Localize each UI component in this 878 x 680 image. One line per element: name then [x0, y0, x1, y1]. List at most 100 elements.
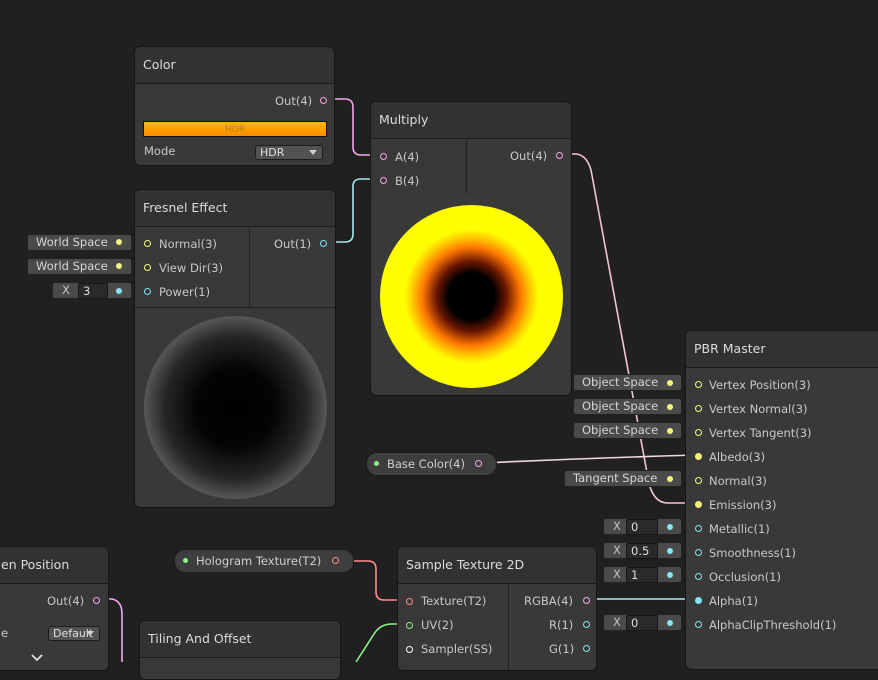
- metallic-field-connector: [667, 524, 673, 530]
- emission-port[interactable]: [695, 501, 702, 508]
- vertex-position-space-field[interactable]: Object Space: [573, 374, 682, 391]
- fresnel-view-dir-port[interactable]: [144, 264, 151, 271]
- vertex-normal-space-field[interactable]: Object Space: [573, 398, 682, 415]
- screen-position-mode-dropdown[interactable]: Default: [48, 626, 100, 641]
- albedo-port[interactable]: [695, 453, 702, 460]
- metallic-input[interactable]: 0: [626, 519, 658, 535]
- occlusion-port[interactable]: [695, 573, 702, 580]
- sample-texture-2d-node[interactable]: Sample Texture 2D Texture(T2) UV(2) Samp…: [397, 546, 597, 671]
- hologram-texture-label: Hologram Texture(T2): [196, 554, 322, 568]
- normal-port[interactable]: [695, 477, 702, 484]
- smoothness-input[interactable]: 0.5: [626, 543, 658, 559]
- sample-texture-header[interactable]: Sample Texture 2D: [398, 547, 596, 584]
- normal-space-field[interactable]: Tangent Space: [564, 470, 682, 487]
- tiling-and-offset-node[interactable]: Tiling And Offset: [139, 620, 341, 680]
- alpha-clip-threshold-field[interactable]: X 0: [603, 614, 682, 631]
- color-out-port[interactable]: [320, 97, 327, 104]
- wire-color-to-multiply-a[interactable]: [327, 98, 383, 156]
- rgba-out-label: RGBA(4): [524, 594, 573, 608]
- uv-input-port[interactable]: [406, 622, 413, 629]
- uv-input-label: UV(2): [421, 618, 454, 632]
- metallic-x-label: X: [613, 519, 621, 533]
- r-out-port[interactable]: [583, 621, 590, 628]
- hologram-texture-out-port[interactable]: [332, 557, 339, 564]
- fresnel-view-dir-space-field[interactable]: World Space: [27, 258, 132, 275]
- pbr-master-header[interactable]: PBR Master: [686, 331, 878, 368]
- albedo-label: Albedo(3): [709, 450, 766, 464]
- texture-input-label: Texture(T2): [421, 594, 487, 608]
- multiply-node[interactable]: Multiply A(4) B(4) Out(4): [370, 101, 572, 396]
- wire-multiply-to-emission[interactable]: [563, 153, 697, 504]
- base-color-property-node[interactable]: Base Color(4): [366, 452, 497, 476]
- fresnel-divider: [135, 307, 335, 308]
- g-out-port[interactable]: [583, 645, 590, 652]
- smoothness-port[interactable]: [695, 549, 702, 556]
- screen-position-node[interactable]: en Position Out(4) e Default: [0, 546, 109, 671]
- multiply-preview: [380, 205, 563, 388]
- expand-chevron-icon[interactable]: [31, 654, 43, 662]
- sample-texture-input-panel: [398, 584, 509, 670]
- mode-dropdown[interactable]: HDR: [255, 145, 323, 160]
- vertex-normal-port[interactable]: [695, 405, 702, 412]
- smoothness-x-label: X: [613, 543, 621, 557]
- fresnel-node-title: Fresnel Effect: [143, 200, 228, 215]
- fresnel-effect-node[interactable]: Fresnel Effect Normal(3) View Dir(3) Pow…: [134, 189, 336, 508]
- fresnel-normal-port[interactable]: [144, 240, 151, 247]
- fresnel-normal-field-connector: [116, 239, 122, 245]
- fresnel-out-port[interactable]: [320, 240, 327, 247]
- hologram-texture-property-node[interactable]: Hologram Texture(T2): [174, 549, 354, 573]
- screen-position-header[interactable]: en Position: [0, 547, 108, 584]
- fresnel-power-input[interactable]: 3: [78, 283, 108, 299]
- color-node-header[interactable]: Color: [135, 47, 334, 84]
- pbr-master-title: PBR Master: [694, 341, 766, 356]
- rgba-out-port[interactable]: [583, 597, 590, 604]
- fresnel-out-label: Out(1): [274, 237, 312, 251]
- vertex-tangent-space-field[interactable]: Object Space: [573, 422, 682, 439]
- fresnel-power-label: Power(1): [159, 285, 211, 299]
- base-color-out-port[interactable]: [475, 460, 482, 467]
- texture-input-port[interactable]: [406, 598, 413, 605]
- multiply-node-title: Multiply: [379, 112, 429, 127]
- multiply-a-port[interactable]: [380, 153, 387, 160]
- fresnel-node-header[interactable]: Fresnel Effect: [135, 190, 335, 227]
- alpha-clip-threshold-input[interactable]: 0: [626, 615, 658, 631]
- screen-position-mode-value: Default: [53, 627, 94, 640]
- smoothness-label: Smoothness(1): [709, 546, 797, 560]
- pbr-master-node[interactable]: PBR Master Vertex Position(3) Vertex Nor…: [685, 330, 878, 670]
- screen-position-out-port[interactable]: [93, 597, 100, 604]
- fresnel-normal-space-field[interactable]: World Space: [27, 234, 132, 251]
- color-node[interactable]: Color Out(4) HDR Mode HDR: [134, 46, 335, 166]
- multiply-out-port[interactable]: [556, 152, 563, 159]
- occlusion-field[interactable]: X 1: [603, 566, 682, 583]
- multiply-node-header[interactable]: Multiply: [371, 102, 571, 139]
- vertex-tangent-field-connector: [667, 428, 673, 434]
- r-out-label: R(1): [549, 618, 574, 632]
- chevron-down-icon: [86, 631, 94, 636]
- fresnel-power-port[interactable]: [144, 288, 151, 295]
- vertex-normal-label: Vertex Normal(3): [709, 402, 808, 416]
- mode-value: HDR: [260, 146, 285, 159]
- vertex-position-port[interactable]: [695, 381, 702, 388]
- multiply-b-port[interactable]: [380, 177, 387, 184]
- alpha-clip-threshold-port[interactable]: [695, 621, 702, 628]
- smoothness-field[interactable]: X 0.5: [603, 542, 682, 559]
- metallic-port[interactable]: [695, 525, 702, 532]
- vertex-tangent-port[interactable]: [695, 429, 702, 436]
- alpha-port[interactable]: [695, 597, 702, 604]
- fresnel-view-dir-label: View Dir(3): [159, 261, 224, 275]
- sampler-input-port[interactable]: [406, 646, 413, 653]
- hdr-color-swatch[interactable]: HDR: [143, 121, 327, 137]
- wire-screen-position-out[interactable]: [96, 598, 123, 662]
- wire-tiling-to-uv[interactable]: [355, 623, 409, 662]
- fresnel-power-field[interactable]: X 3: [52, 282, 132, 299]
- wire-fresnel-to-multiply-b[interactable]: [327, 178, 383, 243]
- vertex-position-field-connector: [667, 380, 673, 386]
- wire-base-color-to-albedo[interactable]: [482, 454, 698, 464]
- occlusion-input[interactable]: 1: [626, 567, 658, 583]
- wire-hologram-to-texture[interactable]: [339, 560, 409, 601]
- normal-label: Normal(3): [709, 474, 767, 488]
- tiling-offset-header[interactable]: Tiling And Offset: [140, 621, 340, 658]
- fresnel-normal-label: Normal(3): [159, 237, 217, 251]
- fresnel-power-x-label: X: [62, 283, 70, 297]
- metallic-field[interactable]: X 0: [603, 518, 682, 535]
